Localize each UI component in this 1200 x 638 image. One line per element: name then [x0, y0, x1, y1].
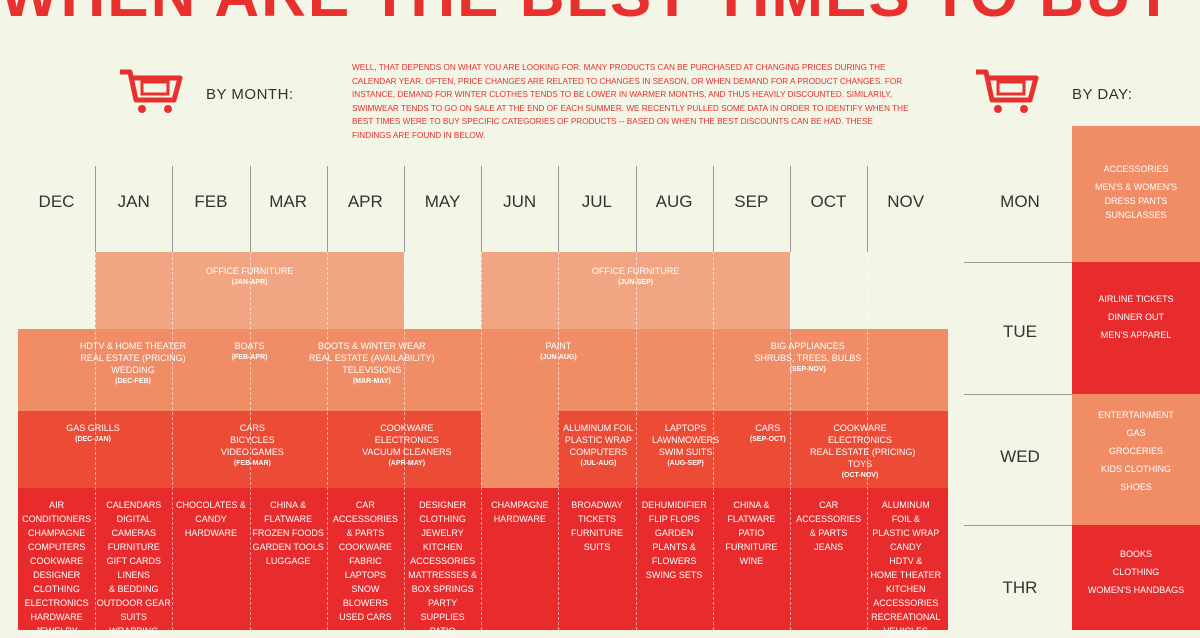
- shopping-cart-icon: [976, 69, 1039, 113]
- day-name: WED: [1000, 447, 1040, 466]
- day-item: DRESS PANTS: [1104, 196, 1168, 206]
- day-item: DINNER OUT: [1108, 312, 1164, 322]
- monthly-list: CHAMPAGNE HARDWARE: [491, 500, 549, 524]
- monthly-list: DEHUMIDIFIER FLIP FLOPS GARDEN PLANTS & FLOW…: [641, 500, 707, 580]
- band-divider: [790, 252, 791, 630]
- month-header: JAN: [117, 192, 150, 211]
- day-item: CLOTHING: [1112, 567, 1160, 577]
- tier3-band: [558, 411, 949, 488]
- month-divider: [790, 166, 791, 252]
- month-header: JUL: [581, 192, 612, 211]
- day-item-list: ENTERTAINMENT GAS GROCERIES KIDS CLOTHING SH…: [1072, 406, 1200, 496]
- band-label: CARS BICYCLES VIDEO GAMES (FEB-MAR): [220, 423, 284, 467]
- band-label: COOKWARE ELECTRONICS VACUUM CLEANERS (APR-M…: [362, 423, 452, 467]
- band-label: CARS (SEP-OCT): [749, 423, 786, 443]
- band-divider: [635, 252, 637, 630]
- monthly-list: CHINA & FLATWARE FROZEN FOODS GARDEN TOOLS L…: [252, 500, 324, 566]
- band-label: BOOTS & WINTER WEAR REAL ESTATE (AVAILABI…: [309, 341, 435, 385]
- band-label: ALUMINUM FOIL PLASTIC WRAP COMPUTERS (JUL-A…: [563, 423, 634, 467]
- month-header: MAY: [424, 192, 461, 211]
- day-item: KIDS CLOTHING: [1100, 464, 1171, 474]
- month-header: DEC: [38, 192, 75, 211]
- day-item-list: ACCESSORIES MEN'S & WOMEN'S DRESS PANTS SUN…: [1072, 160, 1200, 224]
- day-item: AIRLINE TICKETS: [1098, 294, 1174, 304]
- month-header: SEP: [734, 192, 769, 211]
- band-label: HDTV & HOME THEATER REAL ESTATE (PRICING)…: [79, 341, 187, 385]
- month-divider: [558, 166, 560, 252]
- month-header: NOV: [887, 192, 925, 211]
- band-label: LAPTOPS LAWNMOWERS SWIM SUITS (AUG-SEP): [652, 423, 720, 467]
- monthly-list: CAR ACCESSORIES & PARTS JEANS: [796, 500, 862, 552]
- band-divider: [481, 252, 483, 630]
- month-divider: [326, 166, 328, 252]
- day-item: GAS: [1126, 428, 1146, 438]
- page-title: WHEN ARE THE BEST TIMES TO BUY ?: [0, 0, 1200, 31]
- band-label: BIG APPLIANCES SHRUBS, TREES, BULBS (SEP-N…: [754, 341, 862, 373]
- monthly-list: CALENDARS DIGITAL CAMERAS FURNITURE GIFT CAR…: [96, 500, 171, 636]
- day-name: TUE: [1003, 322, 1037, 341]
- day-name: THR: [1002, 578, 1038, 597]
- day-items: ENTERTAINMENT GAS GROCERIES KIDS CLOTHING SH…: [1072, 394, 1200, 525]
- intro-text: WELL, THAT DEPENDS ON WHAT YOU ARE LOOKI…: [352, 63, 909, 140]
- office-furniture-band: [481, 252, 790, 329]
- band-divider: [404, 252, 405, 630]
- band-divider: [95, 252, 97, 630]
- month-header: AUG: [655, 192, 693, 211]
- month-divider: [635, 166, 637, 252]
- month-divider: [712, 166, 714, 252]
- day-item: GROCERIES: [1108, 446, 1163, 456]
- day-item: ACCESSORIES: [1103, 164, 1169, 174]
- monthly-list: CHINA & FLATWARE PATIO FURNITURE WINE: [725, 500, 778, 566]
- day-item-list: AIRLINE TICKETS DINNER OUT MEN'S APPAREL: [1072, 290, 1200, 344]
- band-divider: [172, 252, 174, 630]
- by-day-heading: BY DAY:: [1072, 86, 1133, 103]
- day-item: BOOKS: [1119, 549, 1152, 559]
- day-item: MEN'S APPAREL: [1100, 330, 1172, 340]
- month-header: APR: [347, 192, 383, 211]
- month-header: OCT: [810, 192, 847, 211]
- band-divider: [249, 252, 251, 630]
- by-month-heading: BY MONTH:: [206, 86, 294, 103]
- day-item: ENTERTAINMENT: [1098, 410, 1174, 420]
- month-header: JUN: [503, 192, 537, 211]
- month-divider: [249, 166, 251, 252]
- day-item: WOMEN'S HANDBAGS: [1087, 585, 1185, 595]
- band-label: GAS GRILLS (DEC-JAN): [66, 423, 120, 443]
- day-item: SUNGLASSES: [1105, 210, 1167, 220]
- month-header: FEB: [194, 192, 228, 211]
- month-divider: [172, 166, 174, 252]
- month-divider: [867, 166, 869, 252]
- shopping-cart-icon: [120, 69, 183, 113]
- band-divider: [867, 252, 869, 630]
- office-furniture-band: [95, 252, 404, 329]
- band-label: OFFICE FURNITURE (JUN-SEP): [591, 266, 680, 286]
- tier2-gap: [481, 411, 559, 488]
- month-header: MAR: [269, 192, 307, 211]
- day-items: ACCESSORIES MEN'S & WOMEN'S DRESS PANTS SUN…: [1072, 126, 1200, 262]
- band-label: COOKWARE ELECTRONICS REAL ESTATE (PRICING)…: [810, 423, 916, 479]
- day-items: BOOKS CLOTHING WOMEN'S HANDBAGS: [1072, 525, 1200, 630]
- day-items: AIRLINE TICKETS DINNER OUT MEN'S APPAREL: [1072, 262, 1200, 394]
- monthly-list: ALUMINUM FOIL & PLASTIC WRAP CANDY HDTV & HOM…: [870, 500, 942, 636]
- band-divider: [326, 252, 328, 630]
- band-divider: [558, 252, 560, 630]
- band-divider: [712, 252, 714, 630]
- day-item: MEN'S & WOMEN'S: [1095, 182, 1177, 192]
- month-divider: [481, 166, 483, 252]
- band-label: OFFICE FURNITURE (JAN-APR): [205, 266, 294, 286]
- monthly-list: AIR CONDITIONERS CHAMPAGNE COMPUTERS COOKWAR…: [22, 500, 92, 636]
- month-divider: [95, 166, 97, 252]
- monthly-list: CAR ACCESSORIES & PARTS COOKWARE FABRIC LAPTO…: [332, 500, 398, 622]
- day-divider: [964, 262, 1072, 263]
- day-divider: [964, 394, 1072, 395]
- monthly-list: DESIGNER CLOTHING JEWELRY KITCHEN ACCESSORIE…: [408, 500, 478, 636]
- monthly-list: BROADWAY TICKETS FURNITURE SUITS: [570, 500, 623, 552]
- day-item: SHOES: [1120, 482, 1152, 492]
- monthly-list: CHOCOLATES & CANDY HARDWARE: [176, 500, 246, 538]
- day-name: MON: [1000, 192, 1040, 211]
- day-divider: [964, 525, 1072, 526]
- month-divider: [404, 166, 405, 252]
- day-item-list: BOOKS CLOTHING WOMEN'S HANDBAGS: [1072, 545, 1200, 599]
